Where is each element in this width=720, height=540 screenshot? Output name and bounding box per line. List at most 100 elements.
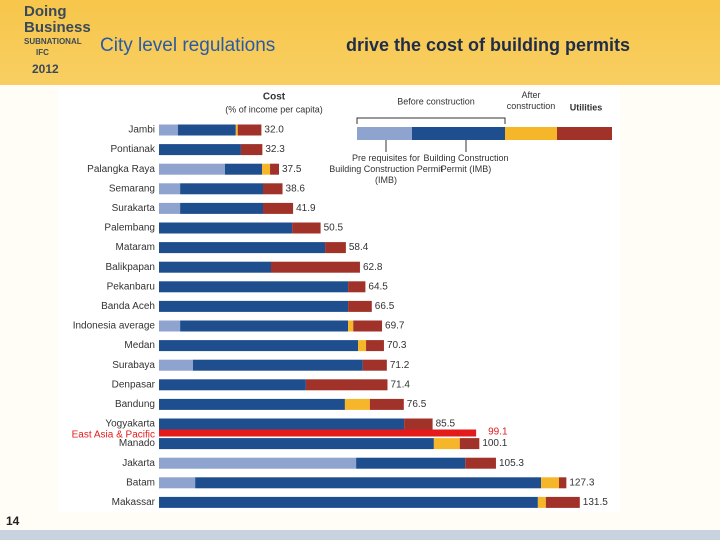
bar-segment [240, 144, 263, 156]
value-label: 41.9 [296, 203, 316, 214]
bar-segment [541, 477, 559, 489]
legend-title: Cost [263, 92, 286, 103]
page-number: 14 [6, 514, 20, 528]
category-label: Surabaya [112, 360, 155, 371]
legend-bracket [356, 117, 506, 124]
logo-text: IFC [36, 48, 49, 57]
value-label: 100.1 [482, 438, 507, 449]
bar-segment [159, 222, 293, 234]
value-label: 32.3 [265, 144, 285, 155]
legend-swatch [557, 127, 612, 140]
value-label: 58.4 [349, 242, 369, 253]
bar-segment [159, 359, 193, 371]
bar-segment [559, 477, 567, 489]
legend-group: Before construction [397, 96, 475, 106]
category-label: Banda Aceh [101, 301, 155, 312]
value-label: 64.5 [368, 281, 388, 292]
bar-segment [366, 340, 384, 352]
bar-segment [159, 398, 345, 410]
bar-segment [235, 124, 238, 136]
value-label: 37.5 [282, 164, 302, 175]
value-label: 76.5 [407, 399, 427, 410]
bar-segment [292, 222, 321, 234]
bar-segment [465, 457, 496, 469]
bar-segment [159, 144, 241, 156]
bar-segment [224, 163, 263, 175]
bar-segment [159, 496, 538, 508]
bar-segment [271, 261, 360, 273]
category-label: Palembang [104, 223, 155, 234]
bar-segment [358, 340, 367, 352]
legend-swatch [357, 127, 412, 140]
category-label: Manado [119, 438, 156, 449]
value-label: 71.2 [390, 360, 410, 371]
bar-segment [459, 438, 480, 450]
logo: Doing Business SUBNATIONAL IFC 2012 [24, 3, 91, 76]
bar-segment [305, 379, 388, 391]
value-label: 105.3 [499, 458, 524, 469]
category-label: Balikpapan [106, 262, 155, 273]
bar-segment [237, 124, 262, 136]
bar-segment [362, 359, 387, 371]
logo-text: Business [24, 19, 91, 36]
category-label: Mataram [116, 242, 155, 253]
footer-strip [0, 530, 720, 540]
bar-segment [270, 163, 279, 175]
bar-segment [369, 398, 404, 410]
bar-segment [262, 163, 271, 175]
value-label: 38.6 [286, 183, 306, 194]
bar-segment [159, 477, 196, 489]
category-label: Medan [124, 340, 155, 351]
bar-segment [177, 124, 236, 136]
bar-segment [433, 438, 460, 450]
category-label: Indonesia average [73, 321, 156, 332]
bar-segment [159, 418, 405, 430]
bar-segment [159, 183, 181, 195]
bar-segment [356, 457, 466, 469]
value-label: 32.0 [264, 125, 284, 136]
bar-segment [344, 398, 370, 410]
bar-segment [325, 242, 346, 254]
bar-segment [159, 242, 326, 254]
bar-segment [159, 163, 225, 175]
value-label: 85.5 [436, 419, 456, 430]
category-label: Surakarta [112, 203, 156, 214]
bar-segment [180, 320, 349, 332]
logo-text: SUBNATIONAL [24, 37, 82, 46]
bar-segment [159, 300, 349, 312]
bar-segment [180, 183, 263, 195]
bar-segment [537, 496, 546, 508]
bar-segment [545, 496, 580, 508]
bar-segment [348, 320, 354, 332]
reference-value: 99.1 [488, 427, 508, 438]
legend-swatch [505, 127, 557, 140]
bar-segment [159, 379, 306, 391]
bar-segment [348, 300, 372, 312]
legend-label: After construction [507, 90, 556, 111]
category-label: Denpasar [112, 379, 156, 390]
bar-segment [159, 261, 271, 273]
legend-label: Building Construction Permit (IMB) [423, 153, 508, 174]
category-label: Jakarta [122, 458, 155, 469]
title-part1: City level regulations [100, 35, 275, 56]
category-label: Semarang [109, 183, 155, 194]
category-label: Jambi [128, 125, 155, 136]
bar-segment [159, 457, 357, 469]
bar-segment [404, 418, 433, 430]
value-label: 69.7 [385, 321, 405, 332]
legend-label: Pre requisites for Building Construction … [329, 153, 443, 185]
bar-segment [180, 202, 263, 214]
value-label: 62.8 [363, 262, 383, 273]
legend-label: Utilities [570, 102, 603, 112]
value-label: 70.3 [387, 340, 407, 351]
value-label: 131.5 [583, 497, 608, 508]
logo-text: Doing [24, 3, 67, 20]
logo-year: 2012 [32, 62, 59, 76]
bar-segment [195, 477, 542, 489]
category-label: Palangka Raya [87, 164, 155, 175]
legend-swatch [412, 127, 505, 140]
reference-bar [159, 429, 477, 437]
category-label: Makassar [112, 497, 156, 508]
